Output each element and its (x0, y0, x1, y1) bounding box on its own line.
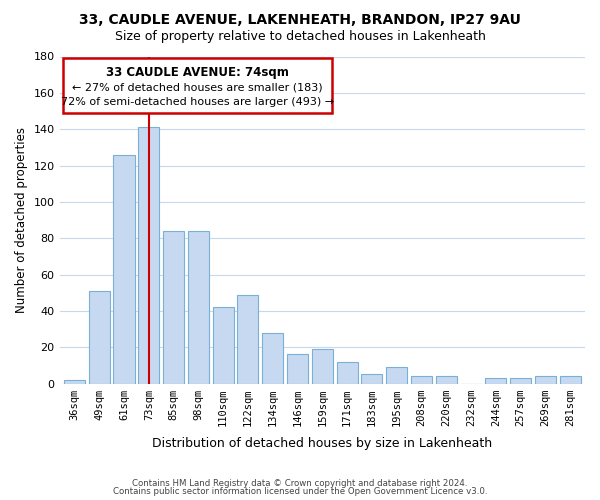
Bar (510, 378, 531, 384)
Bar (287, 354, 308, 384)
Text: 33, CAUDLE AVENUE, LAKENHEATH, BRANDON, IP27 9AU: 33, CAUDLE AVENUE, LAKENHEATH, BRANDON, … (79, 12, 521, 26)
FancyBboxPatch shape (63, 58, 332, 113)
Bar (262, 332, 283, 384)
Bar (436, 376, 457, 384)
Text: Contains public sector information licensed under the Open Government Licence v3: Contains public sector information licen… (113, 487, 487, 496)
Bar (138, 128, 160, 384)
Text: ← 27% of detached houses are smaller (183): ← 27% of detached houses are smaller (18… (73, 82, 323, 92)
Bar (238, 294, 259, 384)
X-axis label: Distribution of detached houses by size in Lakenheath: Distribution of detached houses by size … (152, 437, 493, 450)
Bar (337, 362, 358, 384)
Bar (386, 367, 407, 384)
Bar (64, 380, 85, 384)
Text: Contains HM Land Registry data © Crown copyright and database right 2024.: Contains HM Land Registry data © Crown c… (132, 479, 468, 488)
Bar (312, 349, 333, 384)
Bar (560, 376, 581, 384)
Bar (485, 378, 506, 384)
Bar (163, 231, 184, 384)
Bar (411, 376, 432, 384)
Text: 72% of semi-detached houses are larger (493) →: 72% of semi-detached houses are larger (… (61, 97, 334, 107)
Bar (212, 307, 233, 384)
Bar (361, 374, 382, 384)
Text: Size of property relative to detached houses in Lakenheath: Size of property relative to detached ho… (115, 30, 485, 43)
Bar (188, 231, 209, 384)
Bar (113, 154, 134, 384)
Y-axis label: Number of detached properties: Number of detached properties (15, 127, 28, 313)
Bar (89, 291, 110, 384)
Bar (535, 376, 556, 384)
Text: 33 CAUDLE AVENUE: 74sqm: 33 CAUDLE AVENUE: 74sqm (106, 66, 289, 80)
